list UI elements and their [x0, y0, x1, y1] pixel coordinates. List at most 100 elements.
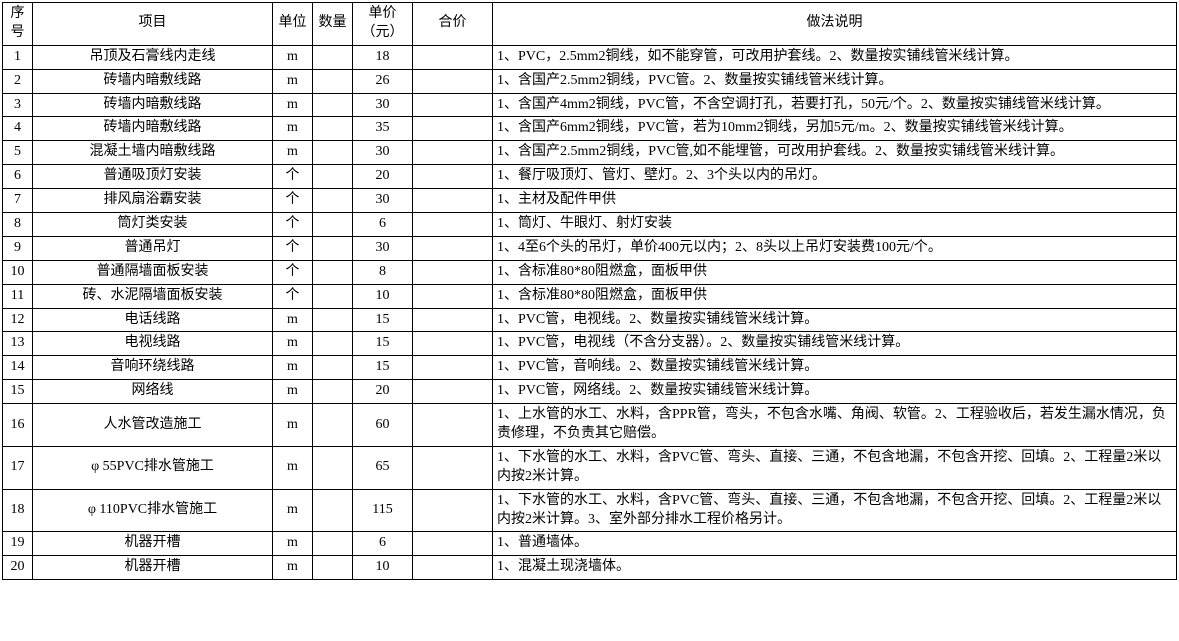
cell-qty: [313, 332, 353, 356]
cell-unit: 个: [273, 236, 313, 260]
cell-unit: 个: [273, 189, 313, 213]
cell-qty: [313, 284, 353, 308]
cell-price: 6: [353, 213, 413, 237]
table-row: 5混凝土墙内暗敷线路m301、含国产2.5mm2铜线，PVC管,如不能埋管，可改…: [3, 141, 1177, 165]
cell-sum: [413, 93, 493, 117]
cell-qty: [313, 446, 353, 489]
table-row: 3砖墙内暗敷线路m301、含国产4mm2铜线，PVC管，不含空调打孔，若要打孔，…: [3, 93, 1177, 117]
cell-seq: 6: [3, 165, 33, 189]
table-row: 12电话线路m151、PVC管，电视线。2、数量按实铺线管米线计算。: [3, 308, 1177, 332]
table-row: 1吊顶及石膏线内走线m181、PVC，2.5mm2铜线，如不能穿管，可改用护套线…: [3, 45, 1177, 69]
header-qty: 数量: [313, 3, 353, 46]
cell-qty: [313, 260, 353, 284]
cell-desc: 1、PVC，2.5mm2铜线，如不能穿管，可改用护套线。2、数量按实铺线管米线计…: [493, 45, 1177, 69]
cell-price: 15: [353, 356, 413, 380]
cell-seq: 8: [3, 213, 33, 237]
cell-seq: 13: [3, 332, 33, 356]
cell-desc: 1、主材及配件甲供: [493, 189, 1177, 213]
cell-desc: 1、餐厅吸顶灯、管灯、壁灯。2、3个头以内的吊灯。: [493, 165, 1177, 189]
cell-sum: [413, 165, 493, 189]
cell-sum: [413, 446, 493, 489]
cell-qty: [313, 141, 353, 165]
cell-desc: 1、筒灯、牛眼灯、射灯安装: [493, 213, 1177, 237]
cell-seq: 10: [3, 260, 33, 284]
cell-item: 网络线: [33, 380, 273, 404]
header-row: 序号 项目 单位 数量 单价（元） 合价 做法说明: [3, 3, 1177, 46]
header-sum: 合价: [413, 3, 493, 46]
cell-price: 30: [353, 236, 413, 260]
cell-price: 35: [353, 117, 413, 141]
cell-sum: [413, 489, 493, 532]
table-row: 9普通吊灯个301、4至6个头的吊灯，单价400元以内；2、8头以上吊灯安装费1…: [3, 236, 1177, 260]
cell-desc: 1、普通墙体。: [493, 532, 1177, 556]
cell-qty: [313, 532, 353, 556]
cell-seq: 1: [3, 45, 33, 69]
cell-qty: [313, 404, 353, 447]
cell-sum: [413, 189, 493, 213]
header-price: 单价（元）: [353, 3, 413, 46]
cell-qty: [313, 45, 353, 69]
cell-seq: 2: [3, 69, 33, 93]
cell-desc: 1、含标准80*80阻燃盒，面板甲供: [493, 260, 1177, 284]
cell-qty: [313, 213, 353, 237]
cell-item: 砖墙内暗敷线路: [33, 69, 273, 93]
cell-item: φ 110PVC排水管施工: [33, 489, 273, 532]
cell-price: 20: [353, 165, 413, 189]
cell-item: 机器开槽: [33, 556, 273, 580]
cell-unit: m: [273, 404, 313, 447]
cell-price: 20: [353, 380, 413, 404]
cell-unit: m: [273, 117, 313, 141]
cell-seq: 20: [3, 556, 33, 580]
cell-qty: [313, 93, 353, 117]
cell-item: 音响环绕线路: [33, 356, 273, 380]
cell-qty: [313, 308, 353, 332]
cell-price: 26: [353, 69, 413, 93]
table-row: 17φ 55PVC排水管施工m651、下水管的水工、水料，含PVC管、弯头、直接…: [3, 446, 1177, 489]
cell-unit: m: [273, 141, 313, 165]
cell-price: 30: [353, 141, 413, 165]
cell-price: 115: [353, 489, 413, 532]
cell-price: 30: [353, 93, 413, 117]
cell-seq: 11: [3, 284, 33, 308]
cell-sum: [413, 141, 493, 165]
cell-sum: [413, 556, 493, 580]
cell-unit: 个: [273, 165, 313, 189]
cell-item: 普通吊灯: [33, 236, 273, 260]
cell-seq: 18: [3, 489, 33, 532]
cell-sum: [413, 284, 493, 308]
table-header: 序号 项目 单位 数量 单价（元） 合价 做法说明: [3, 3, 1177, 46]
cell-desc: 1、含国产2.5mm2铜线，PVC管。2、数量按实铺线管米线计算。: [493, 69, 1177, 93]
cell-desc: 1、PVC管，音响线。2、数量按实铺线管米线计算。: [493, 356, 1177, 380]
cell-price: 8: [353, 260, 413, 284]
cell-item: 砖墙内暗敷线路: [33, 117, 273, 141]
cell-qty: [313, 165, 353, 189]
table-row: 6普通吸顶灯安装个 20 1、餐厅吸顶灯、管灯、壁灯。2、3个头以内的吊灯。: [3, 165, 1177, 189]
table-row: 16人水管改造施工m601、上水管的水工、水料，含PPR管，弯头，不包含水嘴、角…: [3, 404, 1177, 447]
table-row: 8筒灯类安装个61、筒灯、牛眼灯、射灯安装: [3, 213, 1177, 237]
cell-sum: [413, 236, 493, 260]
cell-seq: 12: [3, 308, 33, 332]
cell-unit: m: [273, 556, 313, 580]
cell-unit: m: [273, 308, 313, 332]
cell-desc: 1、PVC管，网络线。2、数量按实铺线管米线计算。: [493, 380, 1177, 404]
table-row: 20机器开槽m101、混凝土现浇墙体。: [3, 556, 1177, 580]
cell-item: 普通隔墙面板安装: [33, 260, 273, 284]
cell-item: 吊顶及石膏线内走线: [33, 45, 273, 69]
cell-seq: 3: [3, 93, 33, 117]
cell-qty: [313, 189, 353, 213]
cell-seq: 19: [3, 532, 33, 556]
cell-unit: m: [273, 446, 313, 489]
table-row: 7排风扇浴霸安装个301、主材及配件甲供: [3, 189, 1177, 213]
cell-item: 人水管改造施工: [33, 404, 273, 447]
cell-item: φ 55PVC排水管施工: [33, 446, 273, 489]
table-row: 14音响环绕线路m151、PVC管，音响线。2、数量按实铺线管米线计算。: [3, 356, 1177, 380]
cell-item: 普通吸顶灯安装: [33, 165, 273, 189]
table-row: 13电视线路m151、PVC管，电视线（不含分支器）。2、数量按实铺线管米线计算…: [3, 332, 1177, 356]
cell-price: 10: [353, 284, 413, 308]
cell-desc: 1、上水管的水工、水料，含PPR管，弯头，不包含水嘴、角阀、软管。2、工程验收后…: [493, 404, 1177, 447]
cell-sum: [413, 356, 493, 380]
cell-qty: [313, 380, 353, 404]
header-desc: 做法说明: [493, 3, 1177, 46]
cell-price: 10: [353, 556, 413, 580]
cell-unit: m: [273, 356, 313, 380]
